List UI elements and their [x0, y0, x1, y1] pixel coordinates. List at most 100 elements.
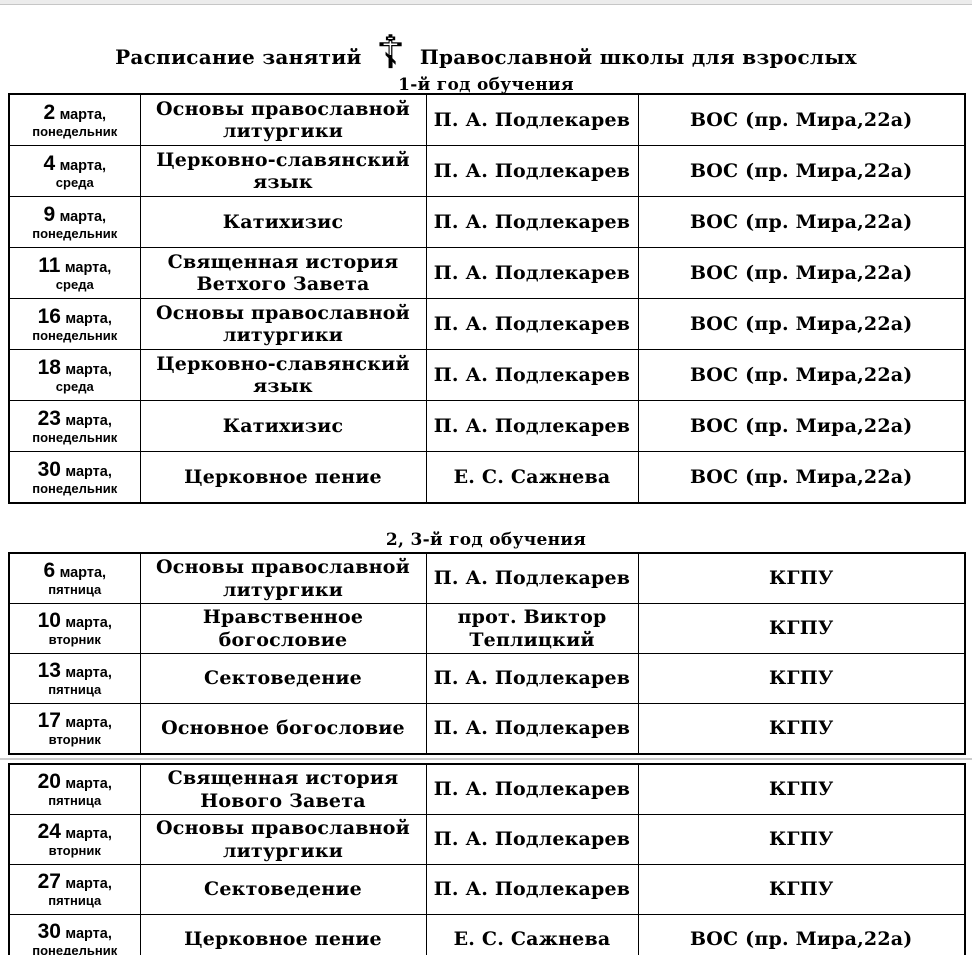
- date-month: марта,: [59, 106, 107, 123]
- date-day: понедельник: [32, 429, 118, 445]
- table-row: 27 марта, пятница Сектоведение П. А. Под…: [8, 864, 966, 915]
- date-month: марта,: [65, 463, 112, 480]
- location-cell: ВОС (пр. Мира,22а): [637, 349, 966, 401]
- teacher-cell: П. А. Подлекарев: [425, 763, 639, 815]
- date-month: марта,: [65, 615, 112, 632]
- section-heading-year23: 2, 3-й год обучения: [385, 530, 587, 550]
- page-separator-line: [0, 758, 972, 760]
- date-day: среда: [55, 276, 94, 292]
- date-day: понедельник: [32, 480, 118, 496]
- subject-cell: Основы православной литургики: [139, 298, 427, 350]
- date-cell: 6 марта, пятница: [8, 552, 141, 604]
- date-number: 4: [43, 151, 56, 175]
- table-row: 30 марта, понедельник Церковное пение Е.…: [8, 914, 966, 955]
- date-day: пятница: [48, 582, 102, 598]
- teacher-cell: Е. С. Сажнева: [425, 914, 639, 955]
- table-row: 18 марта, среда Церковно-славянский язык…: [8, 349, 966, 401]
- date-number: 17: [37, 709, 61, 733]
- date-number: 6: [43, 559, 56, 583]
- subject-cell: Церковное пение: [139, 914, 427, 955]
- date-number: 24: [37, 820, 61, 844]
- date-number: 27: [37, 870, 61, 894]
- page-top-edge: [0, 0, 972, 5]
- table-row: 16 марта, понедельник Основы православно…: [8, 298, 966, 350]
- location-cell: КГПУ: [637, 763, 966, 815]
- date-month: марта,: [65, 412, 112, 429]
- date-number: 13: [37, 659, 61, 683]
- date-month: марта,: [59, 565, 107, 582]
- location-cell: ВОС (пр. Мира,22а): [637, 451, 966, 504]
- date-month: марта,: [65, 665, 112, 682]
- date-cell: 2 марта, понедельник: [8, 93, 141, 146]
- date-number: 20: [37, 770, 61, 794]
- date-day: вторник: [48, 632, 101, 648]
- date-number: 10: [37, 609, 61, 633]
- table-row: 9 марта, понедельник Катихизис П. А. Под…: [8, 196, 966, 248]
- date-month: марта,: [65, 876, 112, 893]
- subject-cell: Священная история Нового Завета: [139, 763, 427, 815]
- subject-cell: Церковно-славянский язык: [139, 349, 427, 401]
- table-row: 2 марта, понедельник Основы православной…: [8, 93, 966, 146]
- subject-cell: Нравственное богословие: [139, 603, 427, 654]
- schedule-table-year23-a: 6 марта, пятница Основы православной лит…: [8, 552, 966, 755]
- date-day: понедельник: [32, 327, 118, 343]
- date-day: понедельник: [32, 943, 118, 955]
- table-row: 24 марта, вторник Основы православной ли…: [8, 814, 966, 865]
- table-row: 6 марта, пятница Основы православной лит…: [8, 552, 966, 604]
- date-day: среда: [55, 174, 94, 190]
- date-cell: 24 марта, вторник: [8, 814, 141, 865]
- teacher-cell: П. А. Подлекарев: [425, 653, 639, 704]
- location-cell: ВОС (пр. Мира,22а): [637, 145, 966, 197]
- schedule-table-year1: 2 марта, понедельник Основы православной…: [8, 93, 966, 504]
- location-cell: КГПУ: [637, 864, 966, 915]
- date-month: марта,: [65, 776, 112, 793]
- date-number: 16: [37, 304, 61, 328]
- date-day: вторник: [48, 732, 101, 748]
- subject-cell: Катихизис: [139, 196, 427, 248]
- table-row: 11 марта, среда Священная история Ветхог…: [8, 247, 966, 299]
- teacher-cell: П. А. Подлекарев: [425, 196, 639, 248]
- teacher-cell: П. А. Подлекарев: [425, 552, 639, 604]
- date-month: марта,: [65, 715, 112, 732]
- date-number: 2: [43, 100, 56, 124]
- teacher-cell: П. А. Подлекарев: [425, 298, 639, 350]
- date-cell: 13 марта, пятница: [8, 653, 141, 704]
- date-cell: 16 марта, понедельник: [8, 298, 141, 350]
- table-row: 23 марта, понедельник Катихизис П. А. По…: [8, 400, 966, 452]
- date-month: марта,: [65, 310, 112, 327]
- date-cell: 17 марта, вторник: [8, 703, 141, 755]
- subject-cell: Основное богословие: [139, 703, 427, 755]
- location-cell: ВОС (пр. Мира,22а): [637, 400, 966, 452]
- subject-cell: Катихизис: [139, 400, 427, 452]
- page-title: Расписание занятий ☦ Православной школы …: [115, 25, 857, 79]
- location-cell: КГПУ: [637, 653, 966, 704]
- teacher-cell: П. А. Подлекарев: [425, 864, 639, 915]
- teacher-cell: П. А. Подлекарев: [425, 93, 639, 146]
- location-cell: КГПУ: [637, 814, 966, 865]
- subject-cell: Священная история Ветхого Завета: [139, 247, 427, 299]
- schedule-table-year23-b: 20 марта, пятница Священная история Ново…: [8, 763, 966, 955]
- date-day: пятница: [48, 893, 102, 909]
- date-day: пятница: [48, 793, 102, 809]
- date-month: марта,: [59, 208, 107, 225]
- location-cell: ВОС (пр. Мира,22а): [637, 196, 966, 248]
- date-cell: 20 марта, пятница: [8, 763, 141, 815]
- teacher-cell: П. А. Подлекарев: [425, 400, 639, 452]
- table-row: 30 марта, понедельник Церковное пение Е.…: [8, 451, 966, 504]
- date-cell: 23 марта, понедельник: [8, 400, 141, 452]
- date-day: вторник: [48, 843, 101, 859]
- date-cell: 30 марта, понедельник: [8, 914, 141, 955]
- subject-cell: Церковно-славянский язык: [139, 145, 427, 197]
- teacher-cell: П. А. Подлекарев: [425, 247, 639, 299]
- date-cell: 11 марта, среда: [8, 247, 141, 299]
- date-cell: 4 марта, среда: [8, 145, 141, 197]
- table-row: 20 марта, пятница Священная история Ново…: [8, 763, 966, 815]
- date-month: марта,: [59, 157, 107, 174]
- date-month: марта,: [65, 926, 112, 943]
- location-cell: ВОС (пр. Мира,22а): [637, 247, 966, 299]
- date-cell: 27 марта, пятница: [8, 864, 141, 915]
- date-day: понедельник: [32, 123, 118, 139]
- date-number: 30: [37, 920, 61, 944]
- date-number: 30: [37, 457, 61, 481]
- location-cell: ВОС (пр. Мира,22а): [637, 298, 966, 350]
